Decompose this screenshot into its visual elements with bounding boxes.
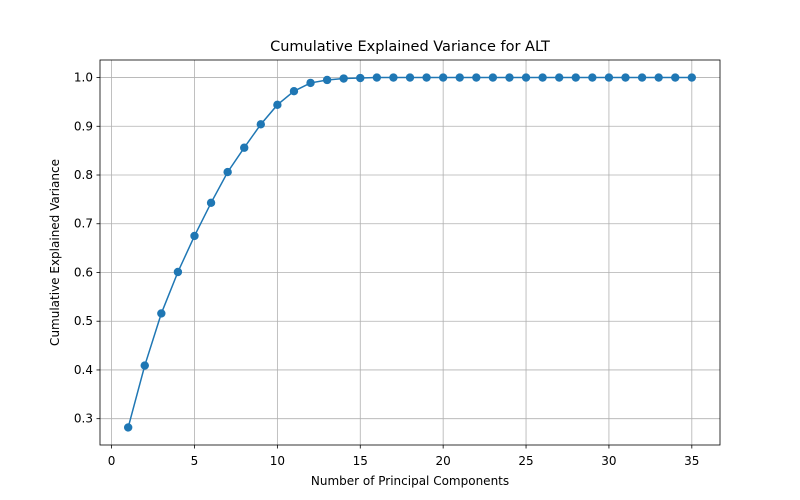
- data-point: [621, 73, 630, 82]
- data-point: [671, 73, 680, 82]
- y-tick-label: 0.9: [74, 119, 93, 133]
- data-point: [123, 423, 133, 432]
- y-axis-title: Cumulative Explained Variance: [48, 159, 62, 346]
- y-tick-label: 0.6: [74, 265, 93, 279]
- x-tick-label: 30: [601, 454, 616, 468]
- y-tick-label: 0.8: [74, 168, 93, 182]
- data-point: [505, 73, 514, 82]
- data-point: [637, 73, 647, 82]
- data-point: [405, 73, 415, 82]
- data-point: [472, 73, 481, 82]
- x-tick-label: 0: [108, 454, 116, 468]
- y-tick-label: 0.3: [74, 412, 93, 426]
- y-axis: 0.3 0.4 0.5 0.6 0.7 0.8 0.9 1.0: [74, 71, 100, 426]
- data-point: [190, 231, 199, 241]
- data-point: [654, 73, 663, 82]
- data-point: [273, 100, 282, 110]
- data-point: [173, 267, 183, 277]
- data-point: [322, 75, 332, 85]
- series-line: [127, 76, 692, 428]
- x-tick-label: 15: [353, 454, 368, 468]
- data-point: [538, 73, 547, 82]
- data-point: [339, 74, 348, 83]
- data-point: [521, 73, 531, 82]
- data-point: [438, 73, 448, 82]
- data-point: [306, 78, 315, 88]
- y-tick-label: 0.4: [74, 363, 93, 377]
- data-point: [488, 73, 498, 82]
- data-point: [256, 120, 266, 129]
- data-point: [206, 198, 216, 207]
- data-point: [422, 73, 431, 82]
- x-axis-title: Number of Principal Components: [311, 474, 509, 488]
- data-point: [223, 167, 232, 177]
- plot-frame: [99, 59, 721, 446]
- x-tick-label: 20: [436, 454, 451, 468]
- y-tick-label: 0.5: [74, 314, 93, 328]
- data-point: [356, 73, 365, 83]
- x-tick-label: 10: [270, 454, 285, 468]
- grid: [100, 60, 720, 445]
- data-point: [289, 86, 299, 96]
- data-point: [554, 73, 564, 82]
- series: [123, 73, 697, 432]
- x-tick-label: 5: [191, 454, 199, 468]
- x-tick-label: 25: [518, 454, 533, 468]
- data-point: [588, 73, 597, 82]
- chart-title: Cumulative Explained Variance for ALT: [270, 39, 550, 55]
- data-point: [571, 73, 580, 82]
- data-point: [389, 73, 398, 82]
- x-tick-label: 35: [684, 454, 699, 468]
- x-axis: 0 5 10 15 20 25 30 35: [108, 445, 699, 468]
- data-point: [372, 73, 382, 82]
- data-point: [604, 73, 614, 82]
- data-point: [687, 73, 697, 82]
- y-tick-label: 0.7: [74, 217, 93, 231]
- data-point: [157, 309, 166, 318]
- data-point: [455, 73, 464, 82]
- data-point: [140, 361, 149, 370]
- data-point: [240, 143, 249, 152]
- y-tick-label: 1.0: [74, 71, 93, 85]
